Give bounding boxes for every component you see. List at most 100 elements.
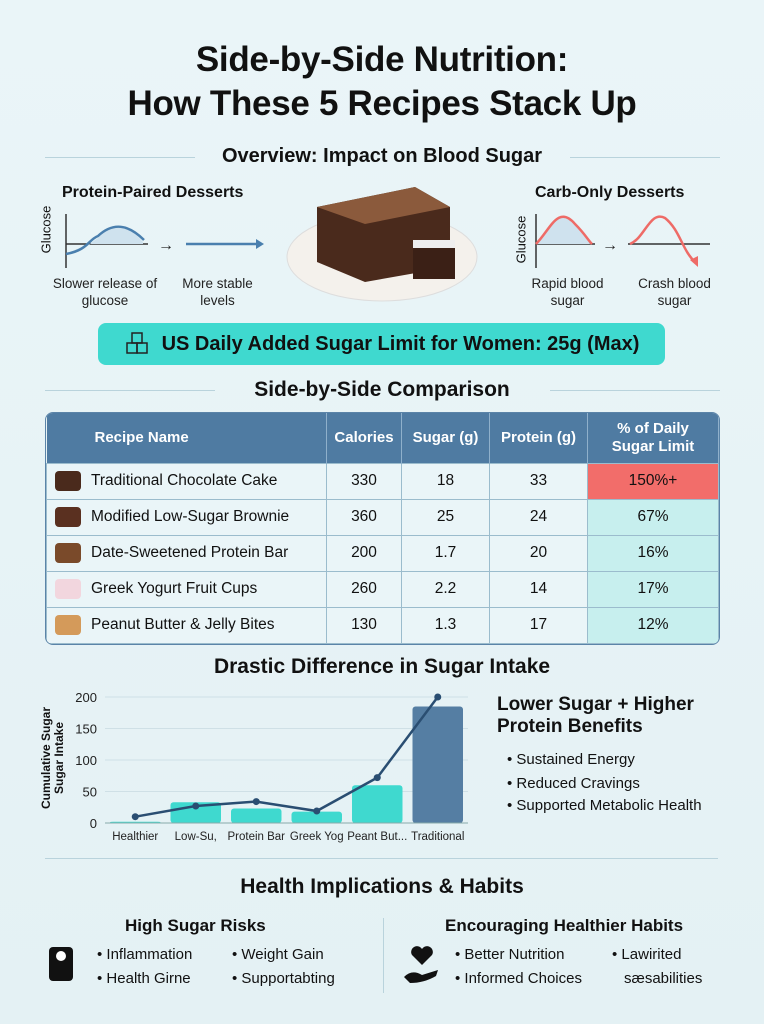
risks-title: High Sugar Risks bbox=[125, 916, 266, 935]
y-tick-label: 0 bbox=[90, 816, 97, 831]
y-tick-label: 50 bbox=[83, 785, 97, 800]
line-point bbox=[434, 693, 442, 701]
recipe-name-cell: Traditional Chocolate Cake bbox=[46, 462, 327, 500]
protein-cell: 14 bbox=[489, 570, 588, 608]
list-item: Reduced Cravings bbox=[507, 772, 727, 796]
x-tick-label: Greek Yog bbox=[290, 831, 344, 843]
brownie-plate-image bbox=[286, 187, 478, 302]
list-item: Weight Gain bbox=[232, 943, 335, 967]
line-point bbox=[131, 813, 139, 821]
calories-cell: 130 bbox=[326, 606, 402, 644]
health-heading: Health Implications & Habits bbox=[240, 875, 524, 898]
recipe-name: Peanut Butter & Jelly Bites bbox=[91, 616, 275, 634]
y-tick-label: 150 bbox=[75, 722, 97, 737]
recipe-name-cell: Peanut Butter & Jelly Bites bbox=[46, 606, 327, 644]
recipe-name: Traditional Chocolate Cake bbox=[91, 472, 278, 490]
yogurt-cup-icon bbox=[55, 579, 81, 599]
bar bbox=[352, 785, 403, 823]
brownie-icon bbox=[55, 507, 81, 527]
caption-rapid: Rapid blood sugar bbox=[531, 276, 604, 308]
recipe-name-cell: Date-Sweetened Protein Bar bbox=[46, 534, 327, 572]
table-row: Date-Sweetened Protein Bar 200 1.7 20 16… bbox=[46, 534, 719, 572]
col-recipe: Recipe Name bbox=[46, 413, 327, 463]
scale-icon bbox=[49, 947, 73, 981]
protein-cell: 33 bbox=[489, 462, 588, 500]
table-row: Peanut Butter & Jelly Bites 130 1.3 17 1… bbox=[46, 606, 719, 644]
pct-cell: 67% bbox=[587, 498, 719, 536]
col-sugar: Sugar (g) bbox=[401, 413, 490, 463]
divider bbox=[570, 157, 720, 158]
recipe-name: Modified Low-Sugar Brownie bbox=[91, 508, 290, 526]
sugar-intake-chart: 0 50 100 150 200 Healthier Low-Su, Protein Bar G… bbox=[75, 690, 468, 843]
svg-text:→: → bbox=[602, 237, 618, 254]
recipe-name: Date-Sweetened Protein Bar bbox=[91, 544, 289, 562]
recipe-name-cell: Greek Yogurt Fruit Cups bbox=[46, 570, 327, 608]
divider bbox=[550, 390, 720, 391]
heart-hand-icon bbox=[404, 946, 438, 983]
calories-cell: 260 bbox=[326, 570, 402, 608]
list-item: Inflammation bbox=[97, 943, 192, 967]
calories-cell: 330 bbox=[326, 462, 402, 500]
sugar-cell: 18 bbox=[401, 462, 490, 500]
sugar-cell: 1.7 bbox=[401, 534, 490, 572]
slow-glucose-curve-icon: → bbox=[65, 214, 264, 268]
calories-cell: 360 bbox=[326, 498, 402, 536]
title-line-2: How These 5 Recipes Stack Up bbox=[127, 84, 637, 123]
comparison-table: Recipe Name Calories Sugar (g) Protein (… bbox=[45, 412, 720, 645]
caption-slower-release: Slower release of glucose bbox=[52, 276, 158, 308]
list-item: Lawirited sæsabilities bbox=[612, 943, 722, 991]
recipe-name-cell: Modified Low-Sugar Brownie bbox=[46, 498, 327, 536]
protein-cell: 17 bbox=[489, 606, 588, 644]
col-protein: Protein (g) bbox=[489, 413, 588, 463]
sugar-cubes-icon bbox=[125, 332, 148, 354]
x-tick-label: Healthier bbox=[112, 831, 158, 843]
y-tick-label: 100 bbox=[75, 753, 97, 768]
list-item: Health Girne bbox=[97, 967, 192, 991]
protein-bar-icon bbox=[55, 543, 81, 563]
glucose-axis-label: Glucose bbox=[513, 215, 529, 264]
list-item: Better Nutrition bbox=[455, 943, 582, 967]
pct-cell: 150%+ bbox=[587, 462, 719, 500]
sugar-cell: 2.2 bbox=[401, 570, 490, 608]
chart-heading: Drastic Difference in Sugar Intake bbox=[213, 655, 551, 678]
bar bbox=[291, 811, 342, 823]
trend-line bbox=[135, 696, 439, 818]
list-item: Sustained Energy bbox=[507, 748, 727, 772]
pct-cell: 12% bbox=[587, 606, 719, 644]
risks-list-2: Weight GainSupportabting bbox=[232, 943, 335, 991]
table-row: Greek Yogurt Fruit Cups 260 2.2 14 17% bbox=[46, 570, 719, 608]
overview-heading: Overview: Impact on Blood Sugar bbox=[221, 145, 543, 167]
sugar-cell: 1.3 bbox=[401, 606, 490, 644]
banner-text: US Daily Added Sugar Limit for Women: 25… bbox=[161, 332, 640, 355]
divider bbox=[45, 390, 215, 391]
divider bbox=[45, 157, 195, 158]
recipe-name: Greek Yogurt Fruit Cups bbox=[91, 580, 258, 598]
caption-stable-levels: More stable levels bbox=[182, 276, 253, 308]
svg-text:→: → bbox=[158, 237, 174, 254]
glucose-axis-label: Glucose bbox=[38, 205, 54, 254]
benefits-list: Sustained Energy Reduced Cravings Suppor… bbox=[507, 748, 727, 816]
line-point bbox=[192, 802, 200, 810]
protein-cell: 24 bbox=[489, 498, 588, 536]
benefits-title: Lower Sugar + Higher Protein Benefits bbox=[497, 694, 694, 737]
y-tick-label: 200 bbox=[75, 690, 97, 705]
spike-glucose-curve-icon: → bbox=[535, 214, 710, 268]
caption-crash: Crash blood sugar bbox=[638, 276, 711, 308]
line-point bbox=[313, 807, 321, 815]
protein-cell: 20 bbox=[489, 534, 588, 572]
line-point bbox=[252, 798, 260, 806]
comparison-heading: Side-by-Side Comparison bbox=[254, 378, 510, 401]
calories-cell: 200 bbox=[326, 534, 402, 572]
risks-list-1: InflammationHealth Girne bbox=[97, 943, 192, 991]
habits-list-1: Better NutritionInformed Choices bbox=[455, 943, 582, 991]
table-header: Recipe Name Calories Sugar (g) Protein (… bbox=[46, 413, 719, 463]
pbj-bites-icon bbox=[55, 615, 81, 635]
page-title: Side-by-Side Nutrition: How These 5 Recip… bbox=[0, 38, 764, 126]
x-tick-label: Protein Bar bbox=[227, 831, 285, 843]
divider bbox=[45, 858, 718, 859]
bar bbox=[412, 706, 463, 823]
protein-paired-title: Protein-Paired Desserts bbox=[62, 184, 244, 201]
carb-only-title: Carb-Only Desserts bbox=[535, 184, 685, 201]
list-item: Informed Choices bbox=[455, 967, 582, 991]
list-item: Supportabting bbox=[232, 967, 334, 991]
